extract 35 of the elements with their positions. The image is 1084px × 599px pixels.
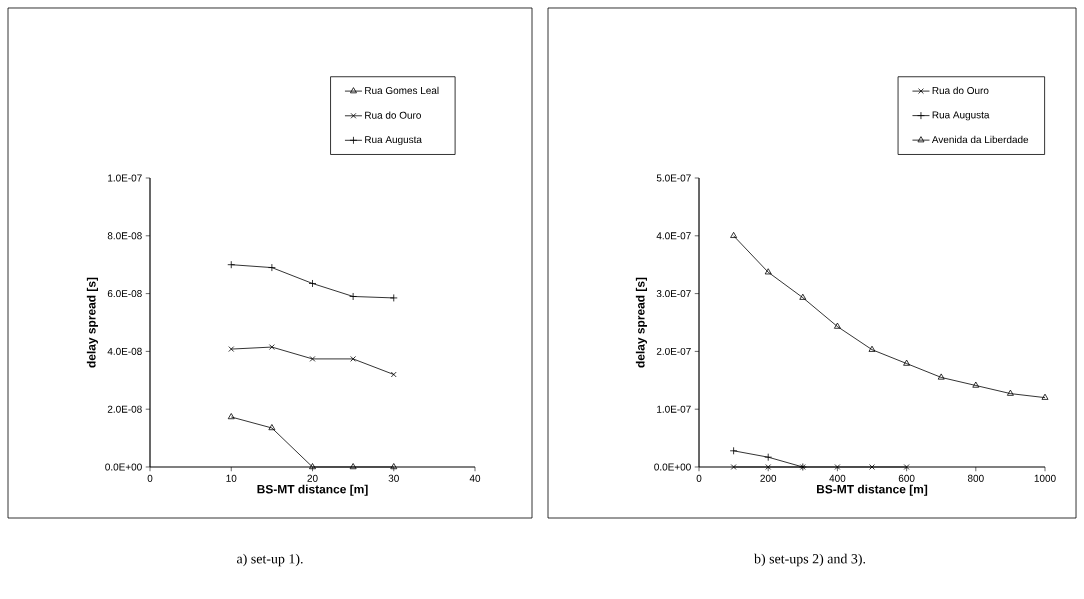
text: a) set-up 1).	[236, 553, 303, 567]
x-tick-label: 40	[469, 474, 481, 482]
legend-label: Avenida da Liberdade	[931, 135, 1029, 144]
y-tick-label: 2.0E-08	[107, 405, 142, 413]
x-tick-label: 0	[147, 474, 153, 482]
legend-label: Rua Augusta	[365, 136, 422, 146]
y-tick-label: 8.0E-08	[107, 232, 142, 240]
y-tick-label: 1.0E-07	[657, 405, 691, 413]
y-tick-label: 6.0E-08	[107, 290, 142, 298]
x-tick-label: 200	[760, 474, 777, 482]
y-axis-title: delay spread [s]	[635, 277, 647, 368]
text: b) set-ups 2) and 3).	[754, 553, 866, 567]
x-tick-label: 600	[898, 474, 915, 482]
x-tick-label: 400	[829, 474, 846, 482]
x-tick-label: 1000	[1034, 474, 1056, 482]
y-tick-label: 4.0E-08	[107, 347, 142, 355]
y-tick-label: 1.0E-07	[108, 174, 142, 182]
legend-label: Rua Augusta	[932, 111, 990, 121]
legend-label: Rua do Ouro	[365, 111, 421, 119]
legend-label: Rua do Ouro	[932, 86, 989, 95]
x-tick-label: 30	[388, 474, 399, 482]
y-tick-label: 0.0E+00	[105, 463, 142, 471]
y-tick-label: 3.0E-07	[656, 290, 691, 298]
x-axis-title: BS-MT distance [m]	[817, 484, 928, 496]
x-tick-label: 0	[696, 474, 702, 482]
y-tick-label: 4.0E-07	[656, 232, 691, 240]
y-axis-title: delay spread [s]	[86, 277, 98, 368]
x-tick-label: 800	[967, 474, 984, 482]
x-tick-label: 20	[307, 474, 318, 482]
legend-label: Rua Gomes Leal	[365, 86, 439, 95]
y-tick-label: 2.0E-07	[656, 347, 691, 355]
y-tick-label: 5.0E-07	[656, 174, 691, 182]
x-tick-label: 10	[226, 474, 237, 482]
y-tick-label: 0.0E+00	[654, 463, 691, 471]
x-axis-title: BS-MT distance [m]	[257, 484, 368, 496]
